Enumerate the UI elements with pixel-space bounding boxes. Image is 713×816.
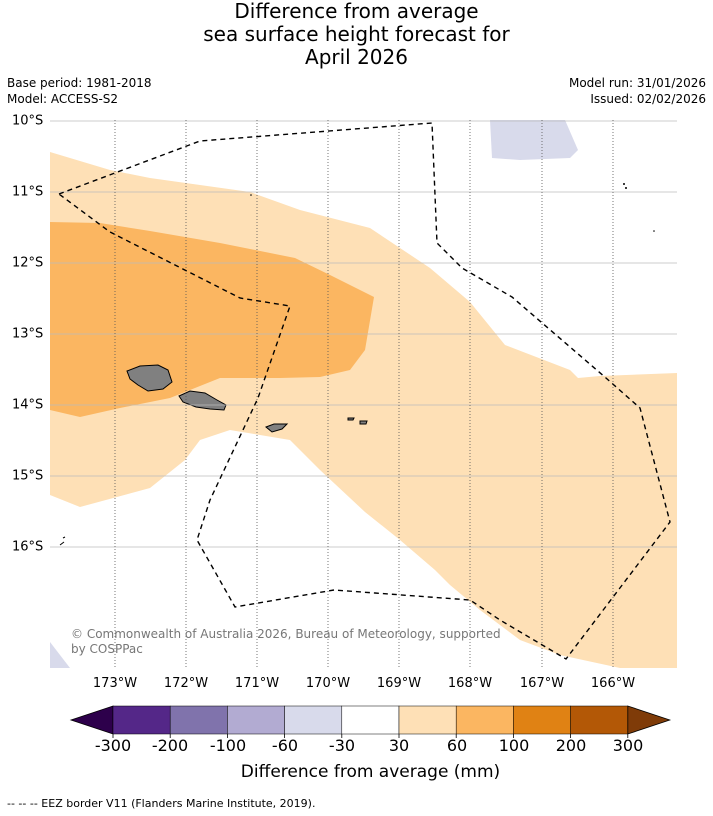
title-line-2: sea surface height forecast for [203,22,510,46]
model-name: Model: ACCESS-S2 [7,92,119,106]
island-savaii [126,364,173,392]
colorbar [69,705,672,738]
islet-4 [250,194,252,196]
colorbar-label: -200 [151,736,189,755]
lat-label-15s: 15°S [12,468,44,484]
colorbar-segment [341,705,400,735]
colorbar-segment [513,705,571,735]
anomaly-region-neg-top [490,120,578,160]
colorbar-label: -100 [209,736,247,755]
lat-label-13s: 13°S [12,326,44,342]
lon-label-166w: 166°W [590,676,636,691]
colorbar-label: -60 [271,736,299,755]
colorbar-segment [398,705,457,735]
eez-legend-note: -- -- -- EEZ border V11 (Flanders Marine… [7,797,316,810]
lat-label-11s: 11°S [12,184,44,200]
issued-date: Issued: 02/02/2026 [590,92,706,106]
title-line-3: April 2026 [305,45,408,69]
lon-label-168w: 168°W [447,676,493,691]
lon-label-170w: 170°W [305,676,351,691]
colorbar-segment [169,705,228,735]
colorbar-segment [227,705,285,735]
lat-label-12s: 12°S [12,255,44,271]
island-tau [359,420,368,425]
lon-label-172w: 172°W [163,676,209,691]
colorbar-label: 200 [555,736,587,755]
latitude-gridlines [50,120,677,548]
map-area [50,120,677,668]
colorbar-label: 60 [446,736,468,755]
colorbar-segment [112,705,171,735]
colorbar-segment [284,705,343,735]
anomaly-region-60-100 [50,222,374,417]
lon-label-169w: 169°W [376,676,422,691]
colorbar-label: 100 [498,736,530,755]
colorbar-label: -300 [94,736,132,755]
eez-border-samoa [57,122,671,660]
island-tutuila [265,423,289,433]
copyright-notice: © Commonwealth of Australia 2026, Bureau… [71,627,501,656]
colorbar-label: 300 [612,736,644,755]
island-ofu [347,417,355,421]
colorbar-label: -30 [328,736,356,755]
islet-1 [623,183,625,185]
longitude-gridlines [114,120,614,668]
lat-label-10s: 10°S [12,113,44,129]
meta-right: Model run: 31/01/2026 Issued: 02/02/2026 [569,75,706,107]
lon-label-171w: 171°W [234,676,280,691]
colorbar-extend-low [69,705,114,735]
title-line-1: Difference from average [234,0,479,23]
lat-label-16s: 16°S [12,539,44,555]
lon-label-173w: 173°W [92,676,138,691]
colorbar-segment [570,705,629,735]
lon-label-167w: 167°W [519,676,565,691]
model-run: Model run: 31/01/2026 [568,76,706,90]
colorbar-label: 30 [388,736,410,755]
anomaly-region-neg-corner [50,642,70,668]
colorbar-title: Difference from average (mm) [240,762,501,782]
map-title: Difference from average sea surface heig… [0,0,713,69]
lat-label-14s: 14°S [12,397,44,413]
islet-5 [59,536,66,546]
colorbar-segment [455,705,514,735]
base-period: Base period: 1981-2018 [7,76,152,90]
meta-left: Base period: 1981-2018 Model: ACCESS-S2 [7,75,152,107]
islet-3 [653,230,655,232]
islet-2 [625,187,627,189]
colorbar-extend-high [627,705,672,735]
